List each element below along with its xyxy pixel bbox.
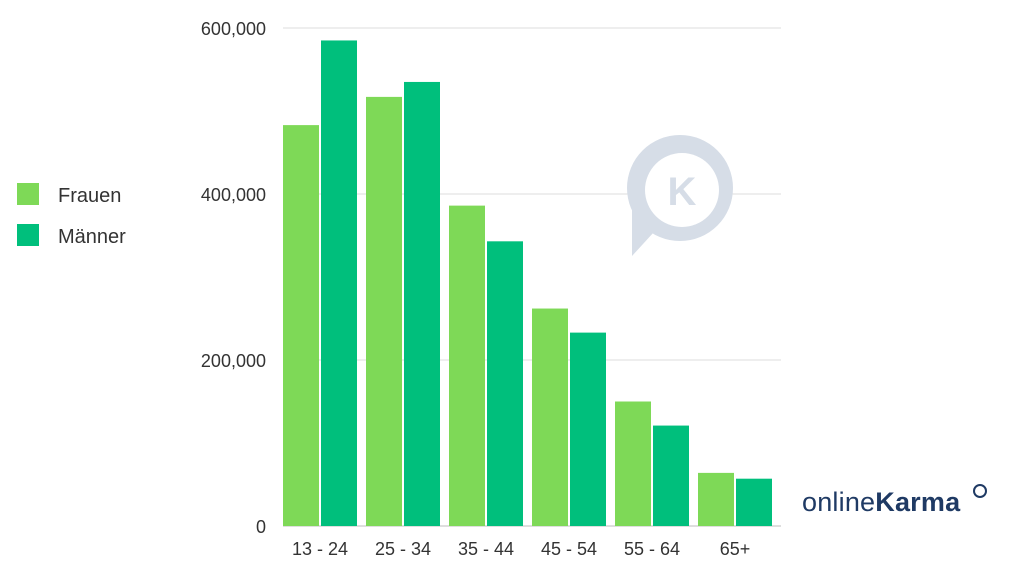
y-tick-label: 400,000 [201, 185, 266, 205]
bar-m-nner-3 [570, 332, 606, 526]
karma-watermark-icon: K [627, 135, 733, 256]
bar-m-nner-1 [404, 81, 440, 526]
bar-frauen-5 [698, 472, 734, 526]
bar-frauen-3 [532, 308, 568, 526]
logo-ring-icon [973, 484, 987, 498]
x-tick-label: 13 - 24 [292, 539, 348, 559]
legend: Frauen Männer [17, 183, 126, 248]
bar-frauen-0 [283, 125, 319, 527]
legend-swatch [17, 224, 39, 246]
legend-label: Frauen [58, 185, 121, 207]
bar-m-nner-4 [653, 425, 689, 526]
watermark-letter: K [668, 170, 697, 214]
x-tick-label: 35 - 44 [458, 539, 514, 559]
logo-text-light: online [802, 487, 876, 517]
y-tick-label: 600,000 [201, 19, 266, 39]
legend-label: Männer [58, 226, 126, 248]
y-axis-ticks: 0 200,000 400,000 600,000 [201, 19, 266, 537]
y-tick-label: 0 [256, 517, 266, 537]
bar-frauen-2 [449, 205, 485, 526]
x-tick-label: 45 - 54 [541, 539, 597, 559]
bar-m-nner-2 [487, 241, 523, 526]
onlinekarma-logo: onlineKarma [802, 487, 960, 518]
x-axis-labels: 13 - 24 25 - 34 35 - 44 45 - 54 55 - 64 65+ [292, 539, 750, 559]
bar-m-nner-0 [321, 40, 357, 526]
bars [283, 40, 772, 527]
logo-text-bold: Karma [875, 487, 961, 517]
y-tick-label: 200,000 [201, 351, 266, 371]
x-tick-label: 25 - 34 [375, 539, 431, 559]
legend-swatch [17, 183, 39, 205]
bar-frauen-1 [366, 96, 402, 526]
x-tick-label: 65+ [720, 539, 751, 559]
bar-m-nner-5 [736, 478, 772, 526]
x-tick-label: 55 - 64 [624, 539, 680, 559]
bar-frauen-4 [615, 401, 651, 526]
